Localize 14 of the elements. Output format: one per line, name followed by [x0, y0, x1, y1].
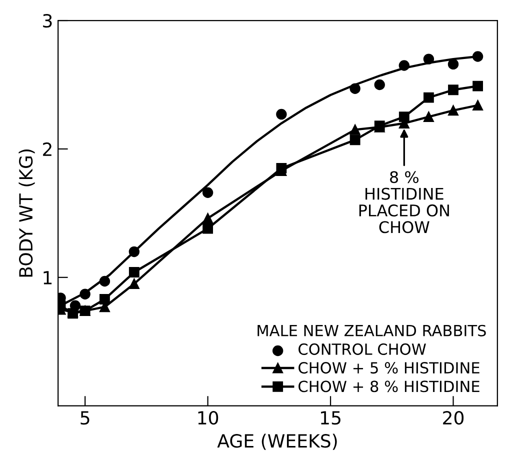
- x-axis-title: AGE (WEEKS): [217, 434, 337, 450]
- x-tick-label: 20: [443, 411, 464, 425]
- y-tick-label: 2: [43, 142, 52, 156]
- x-tick-label: 5: [80, 411, 90, 425]
- legend-title: MALE NEW ZEALAND RABBITS: [258, 324, 486, 336]
- y-tick-label: 3: [43, 14, 52, 28]
- x-tick-label: 10: [198, 411, 218, 425]
- y-axis-title: BODY WT (KG): [18, 149, 35, 277]
- x-tick-label: 15: [321, 411, 340, 425]
- legend-label: CHOW + 5 % HISTIDINE: [298, 362, 480, 374]
- legend-label: CONTROL CHOW: [298, 343, 426, 355]
- annotation: 8 % HISTIDINE PLACED ON CHOW: [359, 171, 449, 234]
- y-tick-label: 1: [44, 271, 52, 284]
- legend-label: CHOW + 8 % HISTIDINE: [298, 380, 480, 392]
